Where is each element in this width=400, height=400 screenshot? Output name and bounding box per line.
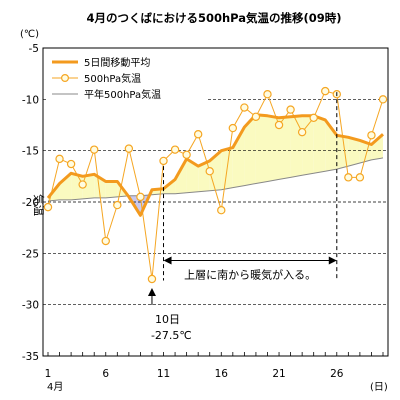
chart-title: 4月のつくばにおける500hPa気温の推移(09時) bbox=[86, 11, 341, 25]
warm-anomaly-area bbox=[105, 181, 118, 198]
warm-anomaly-area bbox=[186, 158, 199, 193]
x-unit-label: (日) bbox=[370, 382, 388, 393]
observed-point bbox=[78, 180, 87, 189]
observed-point bbox=[367, 131, 376, 140]
legend-normal-label: 平年500hPa気温 bbox=[84, 88, 161, 101]
warm-anomaly-area bbox=[313, 115, 326, 174]
observed-point bbox=[378, 95, 388, 104]
legend-observed-label: 500hPa気温 bbox=[84, 72, 141, 85]
warm-anomaly-area bbox=[59, 173, 72, 200]
warm-anomaly-area bbox=[232, 127, 245, 188]
y-tick-label: -20 bbox=[22, 197, 39, 209]
legend-observed-marker bbox=[60, 73, 69, 82]
y-tick-label: -5 bbox=[29, 43, 39, 55]
observed-point bbox=[355, 173, 365, 182]
min-value-label: -27.5℃ bbox=[151, 329, 192, 342]
warm-anomaly-area bbox=[267, 115, 279, 182]
y-tick-label: -10 bbox=[22, 94, 39, 106]
observed-point bbox=[90, 145, 99, 154]
legend-moving-average-label: 5日間移動平均 bbox=[84, 56, 150, 69]
observed-point bbox=[205, 166, 214, 176]
x-tick-label: 6 bbox=[102, 368, 109, 380]
y-unit-label: (℃) bbox=[20, 29, 39, 40]
observed-point bbox=[147, 274, 157, 284]
warm-period-arrow-left bbox=[163, 256, 172, 265]
observed-point bbox=[182, 150, 191, 159]
observed-point bbox=[159, 156, 168, 166]
x-tick-label: 11 bbox=[157, 368, 170, 380]
observed-point bbox=[228, 123, 238, 133]
warm-anomaly-area bbox=[82, 174, 95, 199]
observed-point bbox=[263, 89, 272, 99]
observed-point bbox=[170, 145, 180, 154]
warm-anomaly-area bbox=[290, 115, 303, 178]
warm-anomaly-area bbox=[175, 158, 187, 194]
observed-point bbox=[297, 127, 307, 137]
y-tick-label: -30 bbox=[22, 300, 39, 312]
y-tick-label: -25 bbox=[22, 248, 39, 260]
x-tick-label: 26 bbox=[330, 368, 344, 380]
observed-point bbox=[55, 154, 64, 164]
observed-point bbox=[344, 173, 353, 182]
min-day-label: 10日 bbox=[155, 313, 180, 326]
min-arrow-head bbox=[147, 288, 156, 296]
observed-point bbox=[286, 105, 295, 114]
observed-point bbox=[66, 159, 76, 169]
warm-anomaly-area bbox=[348, 137, 360, 167]
warm-anomaly-area bbox=[255, 114, 268, 184]
y-tick-label: -15 bbox=[22, 146, 39, 158]
warm-period-arrow-right bbox=[328, 256, 337, 265]
y-tick-label: -35 bbox=[22, 351, 39, 363]
observed-point bbox=[309, 113, 318, 123]
warm-anomaly-area bbox=[371, 134, 383, 160]
x-tick-label: 16 bbox=[215, 368, 229, 380]
observed-point bbox=[274, 120, 284, 130]
observed-point bbox=[321, 86, 330, 96]
plot-frame bbox=[42, 47, 389, 357]
observed-point bbox=[193, 130, 203, 139]
observed-point bbox=[113, 200, 122, 210]
observed-point bbox=[43, 202, 53, 212]
month-label: 4月 bbox=[47, 381, 63, 393]
observed-point bbox=[101, 236, 110, 246]
x-tick-label: 21 bbox=[272, 368, 285, 380]
warm-anomaly-area bbox=[336, 135, 349, 170]
observed-point bbox=[136, 192, 145, 202]
warm-anomaly-area bbox=[279, 116, 291, 180]
x-tick-label: 1 bbox=[45, 368, 52, 380]
series-line-moving-average bbox=[46, 113, 384, 217]
observed-point bbox=[251, 112, 261, 121]
observed-point bbox=[217, 206, 226, 215]
warm-air-annotation: 上層に南から暖気が入る。 bbox=[184, 268, 316, 282]
observed-point bbox=[240, 103, 249, 112]
observed-point bbox=[124, 144, 134, 153]
warm-anomaly-area bbox=[244, 114, 256, 186]
